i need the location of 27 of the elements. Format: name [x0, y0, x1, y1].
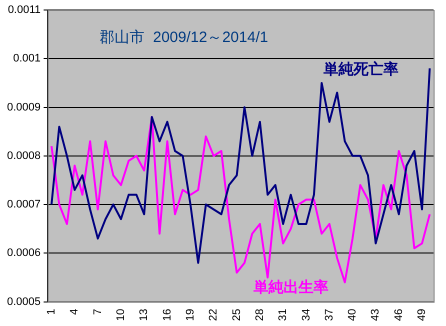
text: 郡山市 2009/12～2014/1: [100, 29, 268, 46]
y-tick-label: 0.0005: [6, 296, 41, 308]
x-tick-label: 37: [323, 308, 336, 322]
x-tick-label: 4: [68, 308, 81, 315]
x-tick-label: 40: [346, 308, 359, 322]
x-tick-label: 10: [115, 308, 128, 322]
x-tick-label: 49: [416, 308, 428, 322]
y-tick-label: 0.001: [13, 52, 41, 65]
x-tick-label: 25: [230, 308, 243, 322]
x-tick-label: 13: [138, 308, 150, 322]
x-tick-label: 34: [300, 308, 312, 322]
x-tick-label: 31: [277, 308, 290, 322]
y-tick-label: 0.0007: [6, 198, 41, 211]
y-tick-label: 0.0006: [6, 247, 41, 260]
x-tick-label: 43: [370, 308, 382, 322]
series-label: 単純出生率: [252, 278, 329, 296]
series-label: 単純死亡率: [322, 60, 399, 78]
x-tick-label: 46: [392, 308, 405, 322]
x-tick-label: 1: [46, 308, 58, 315]
x-tick-label: 22: [208, 308, 220, 322]
x-tick-label: 7: [92, 308, 104, 315]
y-tick-label: 0.0011: [8, 4, 41, 16]
x-tick-label: 19: [184, 308, 196, 322]
y-tick-label: 0.0009: [6, 101, 41, 114]
x-tick-label: 16: [161, 308, 174, 322]
y-tick-label: 0.0008: [6, 150, 41, 162]
x-tick-label: 28: [254, 308, 266, 322]
